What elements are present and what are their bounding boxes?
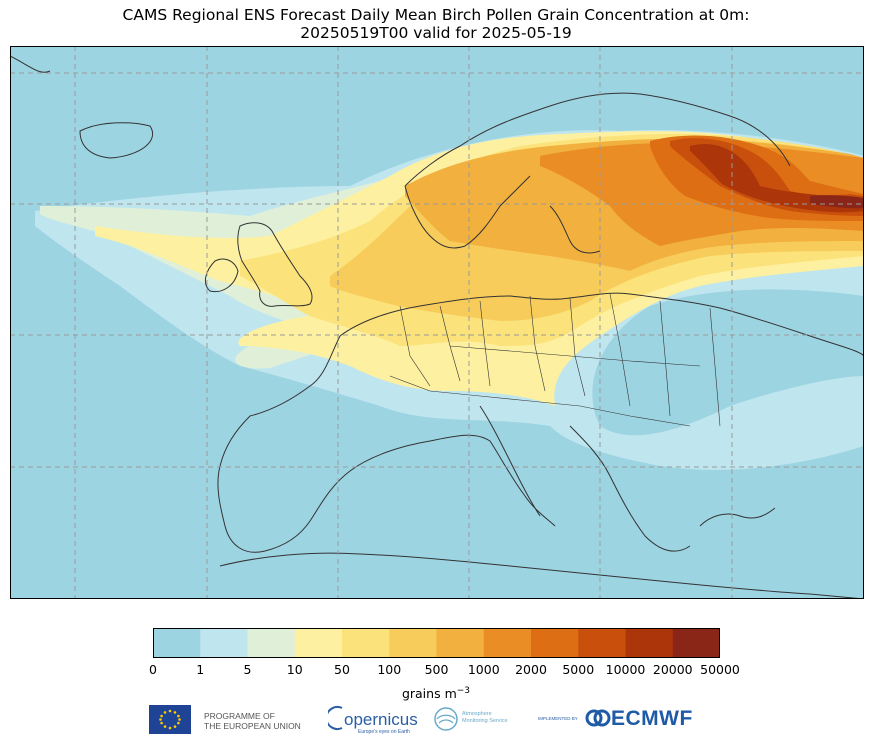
colorbar-segment [294, 628, 343, 658]
colorbar-segment [531, 628, 579, 658]
colorbar-tick-label: 50 [334, 662, 350, 677]
north-africa-coast [219, 552, 864, 599]
colorbar-tick-label: 10 [286, 662, 303, 677]
map-frame [10, 46, 864, 599]
colorbar [153, 628, 720, 658]
colorbar-segment [153, 628, 201, 658]
colorbar-segment [342, 628, 390, 658]
title-line-1: CAMS Regional ENS Forecast Daily Mean Bi… [122, 6, 750, 24]
british-isles-coast [204, 222, 313, 307]
units-label: grains m [401, 686, 457, 702]
colorbar-segment [578, 628, 626, 658]
colorbar-tick-label: 0 [149, 662, 157, 677]
band-10000-20000 [690, 144, 864, 213]
pollen-map [10, 46, 864, 599]
colorbar-segment [672, 628, 720, 658]
band-20000-50000 [810, 195, 864, 209]
units-exponent: −3 [456, 686, 471, 696]
colorbar-segment [389, 628, 437, 658]
colorbar-tick-label: 100 [377, 662, 402, 677]
greenland-iceland-coast [10, 55, 153, 159]
continental-coast [217, 292, 864, 553]
colorbar-tick-label: 500 [424, 662, 449, 677]
implemented-by-text: IMPLEMENTED BY [538, 716, 578, 721]
italy-balkans-coast [479, 405, 776, 552]
colorbar-segment [247, 628, 296, 658]
colorbar-tick-label: 50000 [700, 662, 740, 677]
logo-strip: PROGRAMME OF THE EUROPEAN UNION opernicu… [0, 703, 872, 743]
eu-programme-text: PROGRAMME OF THE EUROPEAN UNION [204, 711, 301, 731]
coastlines [10, 55, 864, 599]
cams-logo [434, 707, 458, 731]
eu-flag-logo [149, 705, 191, 734]
colorbar-tick-label: 10000 [605, 662, 646, 677]
country-borders [389, 293, 721, 427]
colorbar-tick-label: 5000 [562, 662, 595, 677]
colorbar-segment [200, 628, 248, 658]
colorbar-tick-label: 5 [243, 662, 252, 677]
chart-title: CAMS Regional ENS Forecast Daily Mean Bi… [0, 6, 872, 42]
colorbar-frame [153, 628, 720, 658]
colorbar-units: grains m−3 [0, 686, 872, 701]
colorbar-tick-label: 1000 [467, 662, 500, 677]
title-line-2: 20250519T00 valid for 2025-05-19 [300, 24, 572, 42]
colorbar-segment [483, 628, 532, 658]
colorbar-tick-label: 2000 [515, 662, 547, 677]
colorbar-segment [625, 628, 674, 658]
copernicus-logo: opernicus Europe's eyes on Earth [325, 705, 418, 735]
cams-text: Atmosphere Monitoring Service [462, 711, 508, 724]
colorbar-segment [436, 628, 485, 658]
ecmwf-logo: ECMWF [585, 707, 693, 731]
concentration-fields [35, 130, 864, 470]
colorbar-tick-label: 1 [196, 662, 205, 677]
gridlines [10, 46, 864, 599]
colorbar-tick-label: 20000 [652, 662, 693, 677]
colorbar-ticks: 0 1 5 10 50 100 500 1000 2000 5000 10000 20000 50000 [0, 662, 872, 682]
